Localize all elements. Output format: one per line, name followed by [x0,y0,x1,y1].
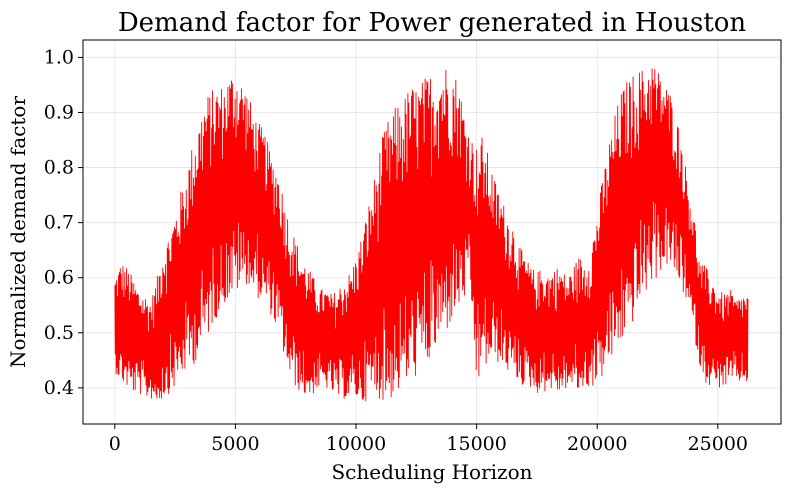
x-axis-label: Scheduling Horizon [331,460,532,484]
y-axis-label: Normalized demand factor [6,96,30,368]
y-tick-label: 1.0 [44,46,74,68]
y-tick-label: 0.7 [44,212,74,234]
data-layer [114,68,749,402]
y-tick-label: 0.4 [44,377,74,399]
y-tick-label: 0.8 [44,157,74,179]
x-tick-label: 0 [109,433,121,455]
plot-frame [82,39,782,425]
x-tick-label: 20000 [567,433,627,455]
demand-series-line [114,68,749,402]
y-tick-label: 0.9 [44,101,74,123]
x-tick-label: 25000 [688,433,748,455]
x-tick-label: 10000 [326,433,386,455]
x-tick-label: 15000 [446,433,506,455]
tick-layer: 0 5000 10000 15000 20000 25000 0.4 0.5 0.6 0.7 0.8… [44,46,748,455]
y-tick-label: 0.5 [44,322,74,344]
y-tick-label: 0.6 [44,267,74,289]
x-tick-label: 5000 [211,433,259,455]
chart-title: Demand factor for Power generated in Hou… [118,8,747,38]
